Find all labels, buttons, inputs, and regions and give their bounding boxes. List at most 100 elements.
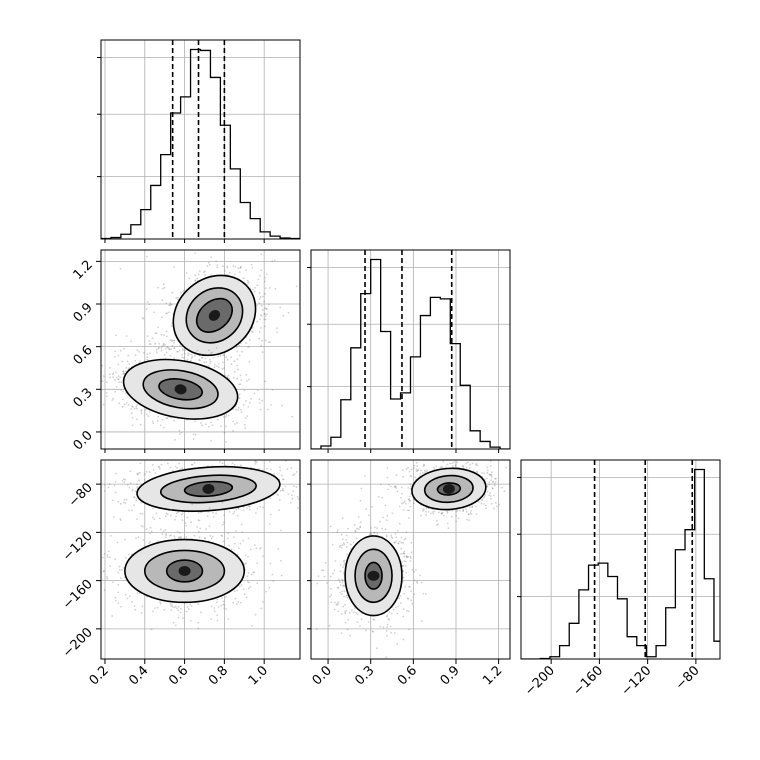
scatter-point [117,501,120,503]
scatter-point [405,571,408,574]
scatter-point [186,606,189,608]
scatter-point [166,417,169,420]
scatter-point [173,341,175,344]
scatter-point [194,252,196,255]
scatter-point [470,509,472,512]
scatter-point [177,296,179,299]
scatter-point [101,556,104,559]
scatter-point [114,391,116,393]
scatter-point [245,562,247,565]
scatter-point [270,404,272,406]
scatter-point [433,468,436,471]
scatter-point [227,532,230,534]
scatter-point [344,612,347,615]
scatter-point [236,514,239,517]
scatter-point [223,367,226,369]
scatter-point [489,450,491,452]
scatter-point [486,466,488,469]
scatter-point [115,334,117,337]
scatter-point [277,548,280,550]
scatter-point [235,530,237,532]
scatter-point [190,605,193,607]
scatter-point [411,603,414,605]
scatter-point [215,260,218,263]
contour-line [411,467,487,511]
scatter-point [426,454,428,456]
scatter-point [483,472,486,475]
scatter-point [352,611,355,614]
scatter-point [433,510,436,513]
scatter-point [471,462,474,465]
scatter-point [426,469,428,471]
scatter-point [163,608,166,611]
scatter-point [413,570,415,573]
scatter-point [469,463,471,466]
scatter-point [104,490,106,492]
scatter-point [263,276,266,279]
scatter-point [122,390,124,393]
scatter-point [230,356,233,359]
scatter-point [212,356,215,359]
panel-frame [520,459,721,660]
scatter-point [340,593,343,596]
scatter-point [205,423,207,426]
scatter-point [272,580,275,582]
scatter-point [398,505,401,508]
scatter-point [339,544,342,547]
scatter-point [86,507,88,509]
scatter-point [226,456,228,458]
scatter-point [265,307,268,310]
scatter-point [292,490,295,493]
scatter-point [209,362,212,365]
scatter-point [254,460,257,463]
scatter-point [177,537,180,539]
scatter-point [173,606,176,609]
scatter-point [222,453,224,455]
scatter-point [168,304,171,307]
scatter-point [369,532,372,535]
scatter-point [148,542,151,545]
scatter-point [133,408,136,410]
scatter-point [395,536,398,538]
scatter-point [331,487,333,489]
scatter-point [239,542,242,545]
scatter-point [401,502,403,505]
scatter-point [259,275,261,277]
scatter-point [440,512,443,515]
scatter-point [377,496,380,498]
scatter-point [94,375,96,377]
scatter-point [421,510,424,512]
scatter-point [173,357,175,360]
scatter-point [380,483,382,486]
scatter-point [252,571,255,574]
scatter-point [85,573,87,575]
scatter-point [94,391,96,393]
scatter-point [174,465,177,468]
scatter-point [182,617,184,619]
scatter-point [136,473,139,476]
scatter-point [136,349,139,352]
scatter-point [232,512,235,515]
scatter-point [233,536,235,539]
scatter-point [440,465,443,468]
scatter-point [164,529,167,531]
scatter-point [341,590,343,593]
scatter-point [236,603,238,605]
scatter-point [253,571,256,573]
scatter-point [199,527,202,530]
scatter-point [279,490,282,492]
scatter-point [117,584,120,586]
scatter-point [130,412,133,415]
scatter-point [131,490,134,492]
scatter-point [239,383,242,386]
scatter-point [422,463,425,466]
scatter-point [268,523,271,525]
scatter-point [291,497,294,500]
scatter-point [256,450,258,452]
scatter-point [112,581,114,584]
scatter-point [465,508,467,511]
scatter-point [241,531,244,533]
scatter-point [261,351,264,354]
scatter-point [410,590,412,593]
scatter-point [146,358,149,361]
